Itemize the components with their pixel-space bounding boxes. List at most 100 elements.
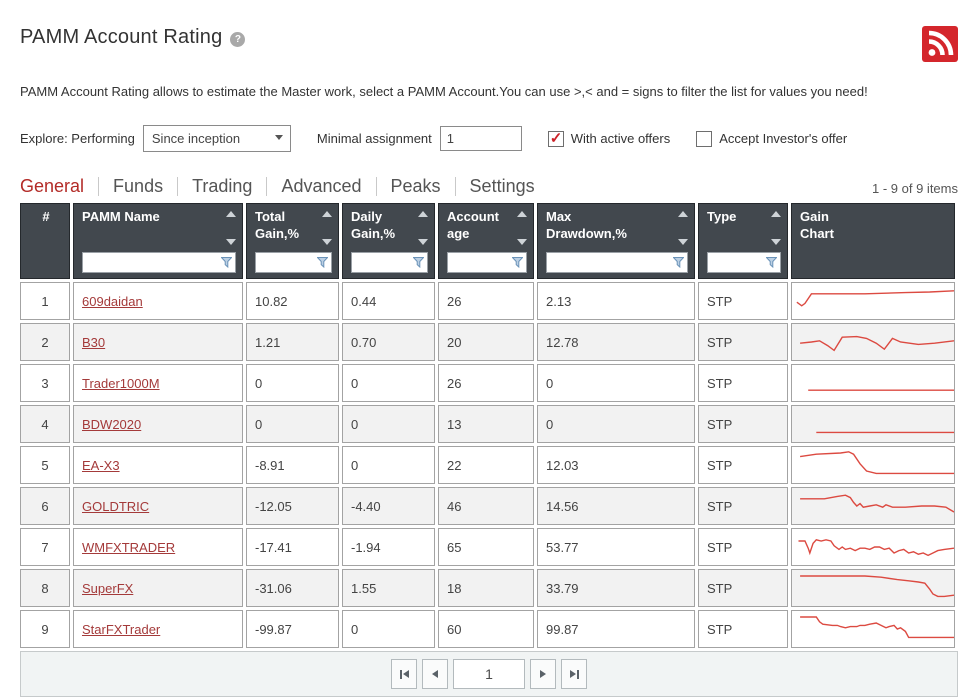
gain-chart-cell <box>791 487 955 525</box>
filter-input-account-age[interactable] <box>447 252 527 273</box>
row-index-cell: 2 <box>20 323 70 361</box>
pamm-name-link[interactable]: StarFXTrader <box>82 621 161 637</box>
tab-trading[interactable]: Trading <box>192 176 253 196</box>
sort-icons <box>418 209 428 245</box>
next-page-button[interactable] <box>530 659 556 689</box>
gain-sparkline <box>792 488 954 524</box>
gain-chart-cell <box>791 323 955 361</box>
accept-investors-toggle[interactable]: Accept Investor's offer <box>696 130 848 147</box>
minimal-assignment-input[interactable] <box>439 126 522 151</box>
table-row: 2 B30 1.21 0.70 20 12.78 STP <box>20 323 958 361</box>
filter-funnel-icon[interactable] <box>512 257 523 268</box>
sort-desc-icon[interactable] <box>322 239 332 245</box>
account-age-cell: 22 <box>438 446 534 484</box>
tab-general[interactable]: General <box>20 176 85 196</box>
type-cell: STP <box>698 528 788 566</box>
sort-asc-icon[interactable] <box>678 211 688 217</box>
first-page-icon <box>399 669 402 679</box>
daily-gain-cell: 0 <box>342 446 435 484</box>
table-row: 8 SuperFX -31.06 1.55 18 33.79 STP <box>20 569 958 607</box>
daily-gain-cell: 0 <box>342 405 435 443</box>
max-drawdown-cell: 12.78 <box>537 323 695 361</box>
sort-icons <box>322 209 332 245</box>
column-header-total-gain[interactable]: Total Gain,% <box>246 203 339 279</box>
account-age-cell: 26 <box>438 364 534 402</box>
sort-icons <box>517 209 527 245</box>
first-page-button[interactable] <box>391 659 417 689</box>
rss-icon[interactable] <box>922 26 958 62</box>
column-header-pamm-name[interactable]: PAMM Name <box>73 203 243 279</box>
sort-desc-icon[interactable] <box>517 239 527 245</box>
accept-investors-label: Accept Investor's offer <box>719 131 848 146</box>
filter-input-pamm-name[interactable] <box>82 252 236 273</box>
row-index-cell: 8 <box>20 569 70 607</box>
sort-asc-icon[interactable] <box>226 211 236 217</box>
tab-settings[interactable]: Settings <box>469 176 535 196</box>
pamm-name-link[interactable]: WMFXTRADER <box>82 539 176 555</box>
last-page-icon <box>569 670 576 678</box>
tab-peaks[interactable]: Peaks <box>390 176 441 196</box>
pamm-name-link[interactable]: B30 <box>82 334 106 350</box>
row-index-cell: 6 <box>20 487 70 525</box>
tab-funds[interactable]: Funds <box>113 176 164 196</box>
pamm-name-cell: GOLDTRIC <box>73 487 243 525</box>
account-age-cell: 13 <box>438 405 534 443</box>
column-header-index[interactable]: # <box>20 203 70 279</box>
filter-funnel-icon[interactable] <box>766 257 777 268</box>
tab-separator <box>454 177 456 196</box>
row-index-cell: 3 <box>20 364 70 402</box>
gain-sparkline <box>792 365 954 401</box>
sort-desc-icon[interactable] <box>678 239 688 245</box>
pamm-name-link[interactable]: EA-X3 <box>82 457 120 473</box>
filter-input-max-drawdown[interactable] <box>546 252 688 273</box>
help-icon[interactable]: ? <box>230 31 246 47</box>
last-page-button[interactable] <box>561 659 587 689</box>
account-age-cell: 46 <box>438 487 534 525</box>
filter-funnel-icon[interactable] <box>673 257 684 268</box>
sort-asc-icon[interactable] <box>517 211 527 217</box>
max-drawdown-cell: 33.79 <box>537 569 695 607</box>
total-gain-cell: 0 <box>246 405 339 443</box>
sort-asc-icon[interactable] <box>771 211 781 217</box>
column-header-daily-gain[interactable]: Daily Gain,% <box>342 203 435 279</box>
pamm-table: # PAMM Name Total Gain,% <box>20 203 958 697</box>
pamm-name-link[interactable]: 609daidan <box>82 293 143 309</box>
filter-funnel-icon[interactable] <box>413 257 424 268</box>
filter-input-total-gain[interactable] <box>255 252 332 273</box>
table-header-row: # PAMM Name Total Gain,% <box>20 203 958 279</box>
column-header-account-age[interactable]: Account age <box>438 203 534 279</box>
sort-asc-icon[interactable] <box>418 211 428 217</box>
tab-advanced[interactable]: Advanced <box>281 176 362 196</box>
sort-desc-icon[interactable] <box>418 239 428 245</box>
sort-asc-icon[interactable] <box>322 211 332 217</box>
sort-icons <box>771 209 781 245</box>
sort-desc-icon[interactable] <box>226 239 236 245</box>
sort-desc-icon[interactable] <box>771 239 781 245</box>
pamm-name-link[interactable]: GOLDTRIC <box>82 498 150 514</box>
pamm-name-link[interactable]: BDW2020 <box>82 416 142 432</box>
previous-page-button[interactable] <box>422 659 448 689</box>
filter-funnel-icon[interactable] <box>317 257 328 268</box>
table-row: 4 BDW2020 0 0 13 0 STP <box>20 405 958 443</box>
with-active-offers-toggle[interactable]: With active offers <box>547 129 670 147</box>
filter-funnel-icon[interactable] <box>221 257 232 268</box>
with-active-offers-checkbox[interactable] <box>547 129 564 147</box>
type-cell: STP <box>698 323 788 361</box>
tab-separator <box>98 177 100 196</box>
type-cell: STP <box>698 610 788 648</box>
pamm-name-link[interactable]: Trader1000M <box>82 375 160 391</box>
total-gain-cell: -99.87 <box>246 610 339 648</box>
pamm-name-link[interactable]: SuperFX <box>82 580 134 596</box>
column-header-type[interactable]: Type <box>698 203 788 279</box>
total-gain-cell: 0 <box>246 364 339 402</box>
filter-input-type[interactable] <box>707 252 781 273</box>
accept-investors-checkbox[interactable] <box>696 130 713 147</box>
period-select[interactable]: Since inception <box>142 125 291 152</box>
filter-input-daily-gain[interactable] <box>351 252 428 273</box>
account-age-cell: 18 <box>438 569 534 607</box>
tabs-row: General Funds Trading Advanced Peaks Settings… <box>20 176 958 197</box>
page-number-input[interactable] <box>453 659 525 689</box>
tab-separator <box>375 177 377 196</box>
column-header-max-drawdown[interactable]: Max Drawdown,% <box>537 203 695 279</box>
table-row: 3 Trader1000M 0 0 26 0 STP <box>20 364 958 402</box>
